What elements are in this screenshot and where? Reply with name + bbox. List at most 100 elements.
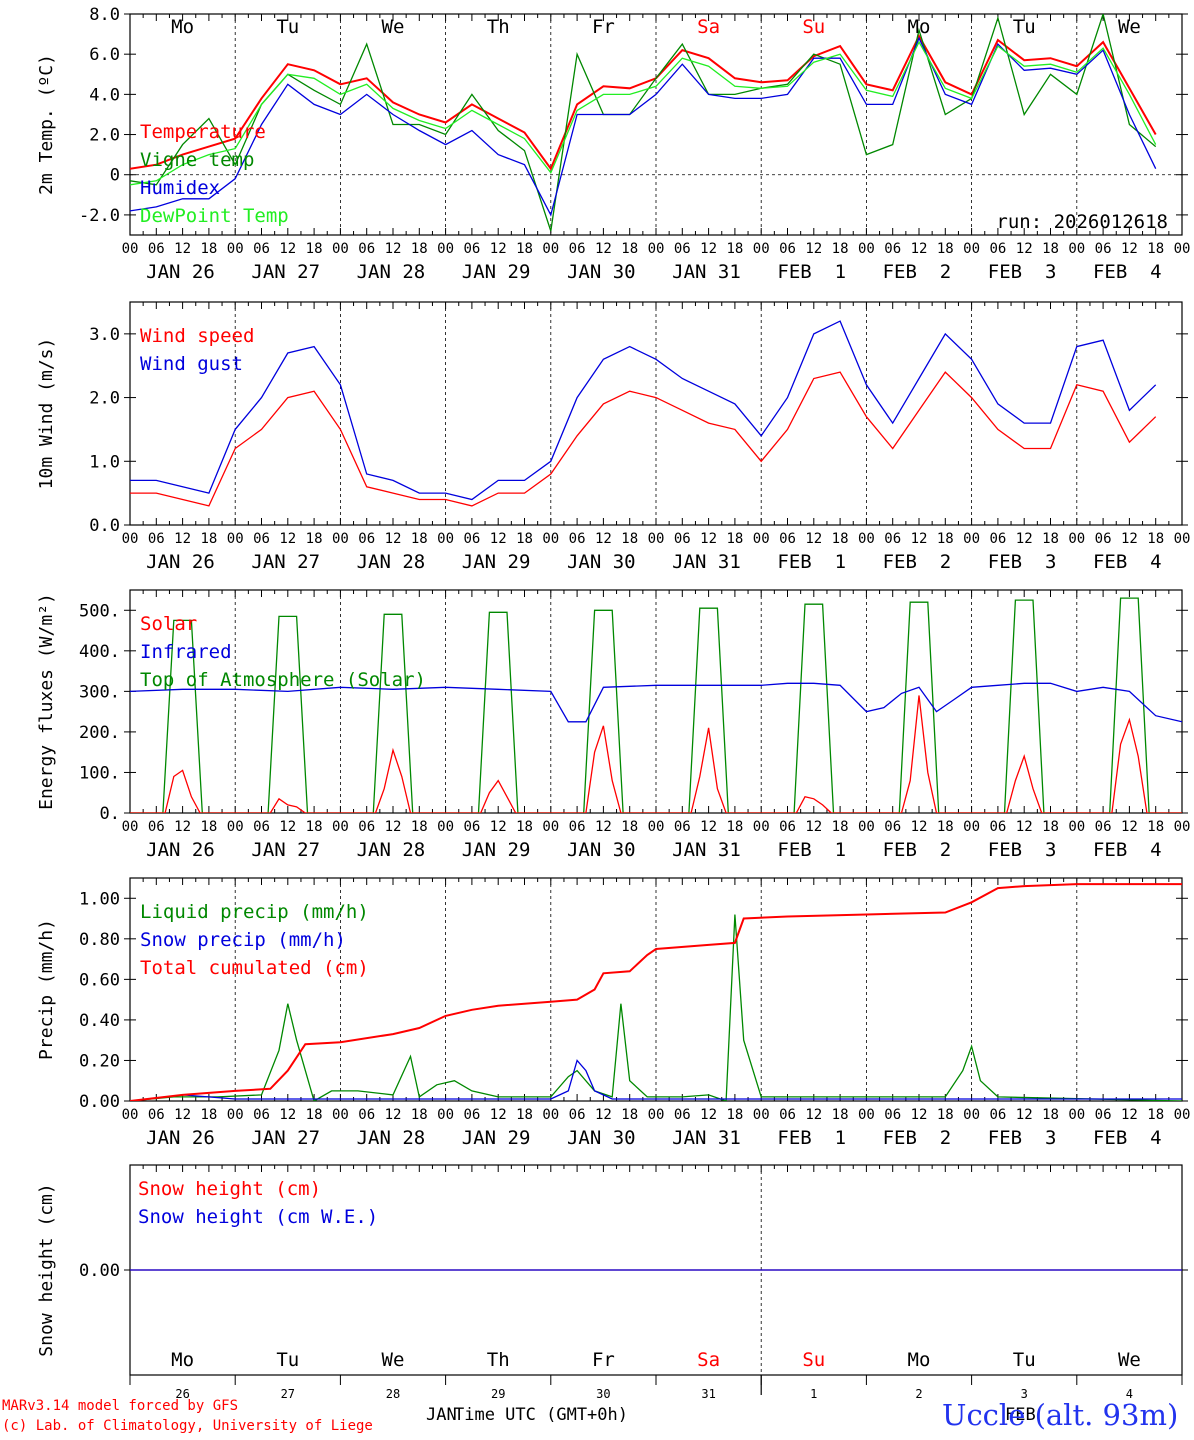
temp-legend-item: DewPoint Temp [140, 205, 289, 227]
energy-hour-label: 00 [122, 819, 139, 835]
temp-ytick-label: 2.0 [89, 126, 120, 146]
temp-hour-label: 00 [648, 241, 665, 257]
wind-hour-label: 12 [174, 531, 191, 547]
energy-frame [129, 589, 1183, 814]
temp-hour-label: 06 [253, 241, 270, 257]
precip-hour-label: 12 [1016, 1107, 1033, 1123]
energy-hour-label: 12 [279, 819, 296, 835]
snow-day-label: Tu [276, 1349, 299, 1371]
precip-hour-label: 12 [490, 1107, 507, 1123]
temp-hour-label: 06 [358, 241, 375, 257]
energy-hour-label: 00 [963, 819, 980, 835]
temp-date-label: FEB 3 [988, 261, 1057, 283]
wind-hour-label: 18 [200, 531, 217, 547]
wind-legend-item: Wind gust [140, 353, 243, 375]
energy-hour-label: 12 [700, 819, 717, 835]
energy-hour-label: 12 [385, 819, 402, 835]
temp-hour-label: 18 [200, 241, 217, 257]
temp-hour-label: 00 [332, 241, 349, 257]
temp-hour-label: 00 [753, 241, 770, 257]
temp-day-label: Tu [276, 16, 299, 38]
temp-series-temperature [130, 33, 1157, 171]
precip-ytick-label: 0.80 [79, 930, 120, 950]
energy-hour-label: 06 [569, 819, 586, 835]
energy-hour-label: 12 [490, 819, 507, 835]
temp-hour-label: 18 [726, 241, 743, 257]
temp-hour-label: 06 [463, 241, 480, 257]
energy-legend-item: Top of Atmosphere (Solar) [140, 669, 426, 691]
precip-hour-label: 06 [989, 1107, 1006, 1123]
energy-legend-item: Infrared [140, 641, 232, 663]
precip-hour-label: 12 [805, 1107, 822, 1123]
energy-ylabel: Energy fluxes (W/m²) [36, 593, 57, 810]
energy-hour-label: 12 [805, 819, 822, 835]
temp-day-label: Mo [171, 16, 194, 38]
precip-hour-label: 18 [306, 1107, 323, 1123]
precip-hour-label: 00 [227, 1107, 244, 1123]
energy-hour-label: 18 [621, 819, 638, 835]
temp-date-label: JAN 28 [357, 261, 426, 283]
precip-date-label: JAN 26 [146, 1127, 215, 1149]
wind-ytick-label: 3.0 [89, 325, 120, 345]
temp-date-label: FEB 1 [777, 261, 846, 283]
precip-ytick-label: 0.00 [79, 1092, 120, 1112]
energy-hour-label: 18 [726, 819, 743, 835]
precip-hour-label: 06 [253, 1107, 270, 1123]
snow-ytick-label: 0.00 [79, 1261, 120, 1281]
precip-hour-label: 00 [122, 1107, 139, 1123]
energy-hour-label: 06 [253, 819, 270, 835]
temp-hour-label: 06 [989, 241, 1006, 257]
temp-day-label: Sa [697, 16, 720, 38]
wind-ytick-label: 0.0 [89, 516, 120, 536]
energy-ytick-label: 100. [79, 763, 120, 783]
temp-date-label: FEB 4 [1093, 261, 1162, 283]
temp-hour-label: 12 [1016, 241, 1033, 257]
wind-hour-label: 06 [674, 531, 691, 547]
snow-day-label: Mo [171, 1349, 194, 1371]
precip-hour-label: 12 [911, 1107, 928, 1123]
precip-hour-label: 06 [148, 1107, 165, 1123]
temp-legend-item: Vigne temp [140, 149, 254, 171]
temp-series-dewpoint-temp [130, 40, 1157, 186]
energy-ytick-label: 300. [79, 682, 120, 702]
temp-hour-label: 06 [1095, 241, 1112, 257]
precip-date-label: FEB 2 [883, 1127, 952, 1149]
temp-hour-label: 06 [884, 241, 901, 257]
energy-hour-label: 00 [542, 819, 559, 835]
wind-date-label: JAN 28 [357, 551, 426, 573]
precip-ylabel: Precip (mm/h) [36, 919, 57, 1060]
energy-date-label: JAN 27 [251, 839, 320, 861]
temp-hour-label: 00 [542, 241, 559, 257]
energy-legend-item: Solar [140, 613, 197, 635]
precip-hour-label: 18 [411, 1107, 428, 1123]
precip-date-label: FEB 4 [1093, 1127, 1162, 1149]
snow-day-number: 26 [175, 1387, 189, 1401]
wind-hour-label: 00 [122, 531, 139, 547]
snow-day-number: 31 [701, 1387, 715, 1401]
precip-hour-label: 06 [674, 1107, 691, 1123]
precip-hour-label: 12 [279, 1107, 296, 1123]
wind-hour-label: 00 [963, 531, 980, 547]
snow-day-label: Su [802, 1349, 825, 1371]
energy-hour-label: 06 [674, 819, 691, 835]
temp-hour-label: 18 [937, 241, 954, 257]
temp-ytick-label: 4.0 [89, 85, 120, 105]
wind-hour-label: 12 [490, 531, 507, 547]
energy-hour-label: 00 [437, 819, 454, 835]
snow-day-number: 30 [596, 1387, 610, 1401]
energy-ytick-label: 400. [79, 642, 120, 662]
run-label: run: 2026012618 [996, 211, 1168, 233]
wind-frame [129, 301, 1183, 526]
temp-day-label: We [1118, 16, 1141, 38]
precip-legend-item: Total cumulated (cm) [140, 957, 369, 979]
wind-hour-label: 18 [726, 531, 743, 547]
temp-hour-label-final: 00 [1174, 241, 1191, 257]
temp-hour-label: 12 [1121, 241, 1138, 257]
temp-hour-label: 12 [595, 241, 612, 257]
temp-hour-label: 06 [569, 241, 586, 257]
energy-hour-label: 18 [306, 819, 323, 835]
footer-month-jan: JAN [426, 1405, 457, 1425]
precip-date-label: FEB 1 [777, 1127, 846, 1149]
wind-ylabel: 10m Wind (m/s) [36, 338, 57, 490]
